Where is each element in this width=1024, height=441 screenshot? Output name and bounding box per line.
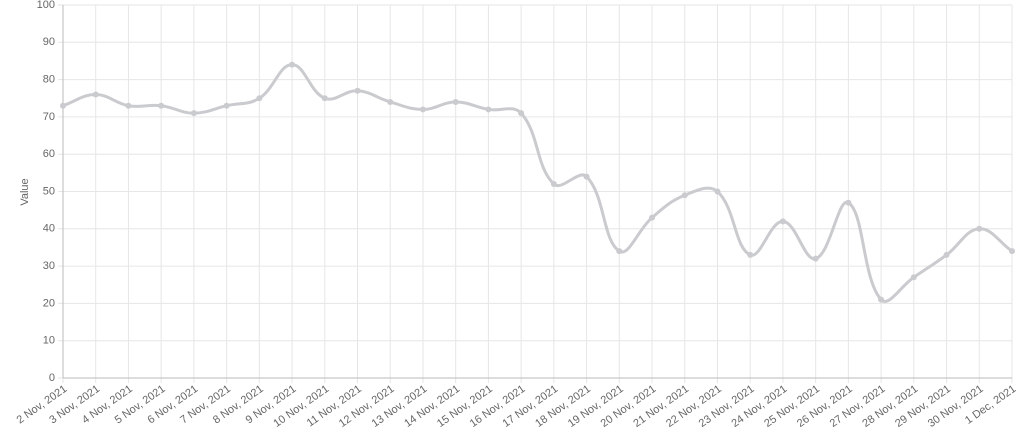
data-point bbox=[910, 274, 917, 281]
y-tick-label: 60 bbox=[43, 148, 55, 160]
data-point bbox=[976, 225, 983, 232]
data-point bbox=[60, 102, 66, 109]
data-point bbox=[845, 199, 852, 206]
data-point bbox=[125, 102, 132, 109]
data-point bbox=[452, 98, 459, 105]
y-tick-label: 50 bbox=[43, 185, 55, 197]
data-point bbox=[943, 251, 950, 258]
y-axis-label: Value bbox=[19, 178, 31, 205]
data-point bbox=[321, 95, 328, 102]
y-tick-label: 70 bbox=[43, 111, 55, 123]
data-point bbox=[812, 255, 819, 262]
y-tick-label: 90 bbox=[43, 36, 55, 48]
data-point bbox=[616, 248, 623, 255]
y-tick-label: 80 bbox=[43, 74, 55, 86]
data-point bbox=[190, 110, 197, 117]
y-tick-label: 30 bbox=[43, 260, 55, 272]
data-point bbox=[1009, 248, 1015, 255]
y-tick-label: 0 bbox=[49, 372, 55, 384]
data-point bbox=[747, 251, 754, 258]
data-point bbox=[714, 188, 721, 195]
y-tick-label: 10 bbox=[43, 335, 55, 347]
data-point bbox=[289, 61, 296, 68]
data-point bbox=[779, 218, 786, 225]
data-point bbox=[681, 192, 688, 199]
data-point bbox=[518, 110, 525, 117]
data-point bbox=[92, 91, 99, 98]
y-tick-label: 100 bbox=[37, 0, 55, 11]
data-point bbox=[485, 106, 492, 113]
data-point bbox=[387, 98, 394, 105]
data-point bbox=[419, 106, 426, 113]
data-point bbox=[649, 214, 656, 221]
data-point bbox=[354, 87, 361, 94]
data-point bbox=[583, 173, 590, 180]
data-point bbox=[550, 181, 557, 188]
data-point bbox=[223, 102, 230, 109]
data-point bbox=[256, 95, 263, 102]
data-point bbox=[158, 102, 165, 109]
y-tick-label: 40 bbox=[43, 223, 55, 235]
y-tick-label: 20 bbox=[43, 297, 55, 309]
data-point bbox=[878, 296, 885, 303]
